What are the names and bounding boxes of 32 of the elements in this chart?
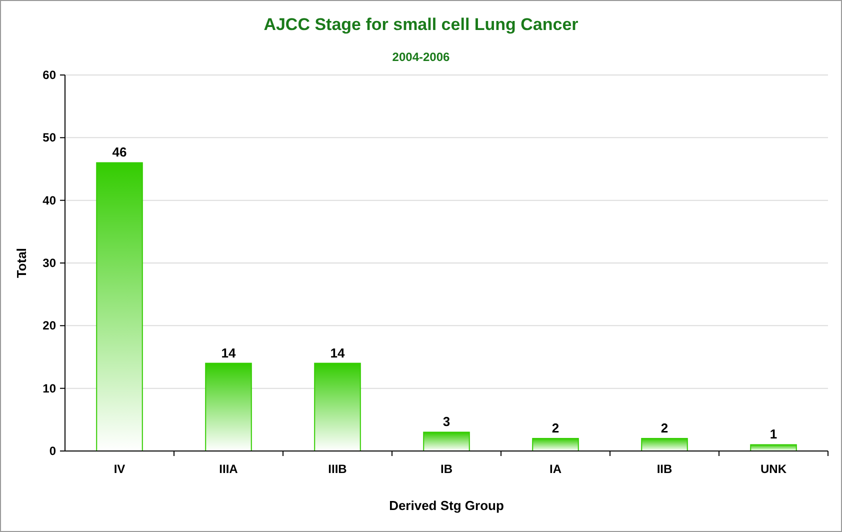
bar [532, 438, 579, 452]
chart-title: AJCC Stage for small cell Lung Cancer [264, 15, 579, 34]
bar [96, 162, 143, 452]
x-tick-label: IA [550, 462, 562, 476]
y-tick-label: 30 [42, 256, 56, 270]
bar [423, 432, 470, 452]
x-tick-label: IIIB [328, 462, 348, 476]
data-label: 46 [112, 144, 127, 160]
y-tick-label: 40 [42, 193, 56, 208]
x-axis-title: Derived Stg Group [389, 498, 504, 513]
y-tick-label: 10 [42, 381, 56, 396]
y-axis-title: Total [14, 248, 29, 278]
y-tick-label: 20 [42, 318, 56, 333]
x-tick-label: IV [114, 462, 126, 476]
data-label: 14 [221, 345, 236, 360]
data-label: 2 [552, 420, 560, 436]
y-tick-label: 0 [49, 444, 56, 458]
bar [205, 362, 252, 452]
x-tick-label: IIB [656, 462, 672, 476]
x-tick-label: UNK [760, 462, 787, 476]
y-tick-label: 50 [42, 130, 56, 145]
y-tick-label: 60 [42, 68, 56, 82]
chart-subtitle: 2004-2006 [392, 50, 450, 64]
data-label: 2 [660, 420, 668, 436]
bar [750, 444, 797, 452]
data-label: 1 [770, 426, 778, 442]
x-tick-label: IIIA [219, 462, 238, 476]
x-tick-label: IB [440, 462, 453, 476]
data-label: 14 [330, 345, 346, 360]
bar [314, 362, 361, 452]
data-label: 3 [442, 414, 450, 430]
bar [641, 438, 688, 452]
